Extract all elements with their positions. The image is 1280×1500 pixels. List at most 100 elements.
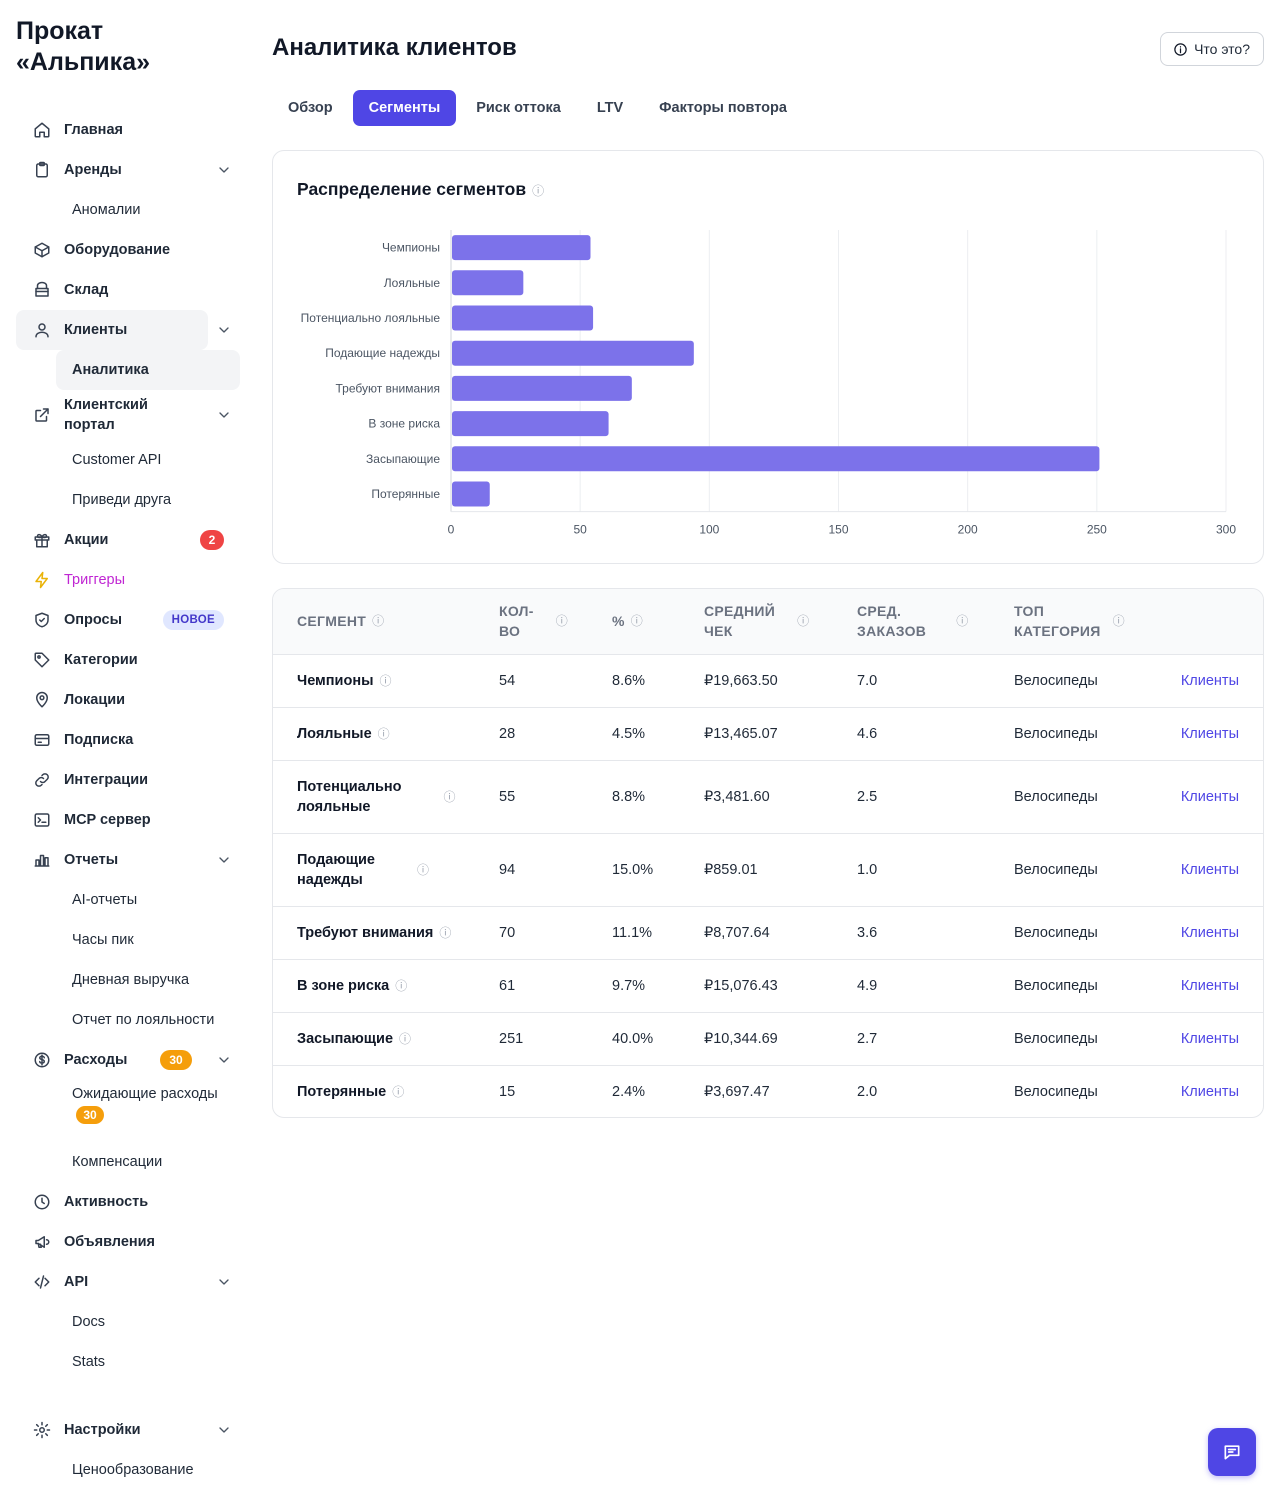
sidebar-item-reports[interactable]: Отчеты [16, 840, 240, 880]
table-row[interactable]: Потерянные ⓘ 15 2.4% ₽3,697.47 2.0 Велосипеды К… [273, 1065, 1263, 1117]
brand-name[interactable]: Прокат «Альпика» [16, 16, 150, 78]
info-icon[interactable]: ⓘ [555, 614, 569, 629]
bar[interactable] [452, 375, 632, 401]
table-row[interactable]: Засыпающие ⓘ 251 40.0% ₽10,344.69 2.7 Велосипе… [273, 1012, 1263, 1066]
sidebar-item-expenses[interactable]: Расходы 30 [16, 1040, 240, 1080]
sidebar-item-rentals[interactable]: Аренды [16, 150, 240, 190]
column-header-top-category[interactable]: ТОП КАТЕГОРИЯ ⓘ [1014, 589, 1154, 655]
clients-link[interactable]: Клиенты [1154, 959, 1263, 1013]
clients-link[interactable]: Клиенты [1154, 906, 1263, 960]
info-icon[interactable]: ⓘ [372, 614, 385, 629]
sidebar-item-locations[interactable]: Локации [16, 680, 240, 720]
clients-link[interactable]: Клиенты [1154, 833, 1263, 907]
sidebar-item-client-portal[interactable]: Клиентский портал [16, 390, 240, 440]
sidebar-item-promos[interactable]: Акции 2 [16, 520, 240, 560]
info-icon[interactable]: ⓘ [377, 727, 390, 741]
sidebar-subitem-customer-api[interactable]: Customer API [72, 452, 162, 468]
sidebar-item-triggers[interactable]: Триггеры [16, 560, 240, 600]
sidebar-subitem-stats[interactable]: Stats [72, 1354, 106, 1370]
home-icon [32, 120, 52, 140]
tab-overview[interactable]: Обзор [288, 100, 333, 116]
sidebar-item-warehouse[interactable]: Склад [16, 270, 240, 310]
info-icon[interactable]: ⓘ [443, 790, 456, 804]
info-icon[interactable]: ⓘ [956, 614, 969, 629]
chat-support-button[interactable] [1208, 1428, 1256, 1476]
sidebar-item-mcp[interactable]: MCP сервер [16, 800, 240, 840]
info-icon[interactable]: ⓘ [439, 926, 452, 940]
sidebar-subitem-pending-expenses[interactable]: Ожидающие расходы 30 [16, 1080, 240, 1142]
cell-count: 61 [499, 959, 612, 1013]
clients-link[interactable]: Клиенты [1154, 760, 1263, 834]
sidebar-subitem-compensations[interactable]: Компенсации [72, 1154, 163, 1170]
help-button[interactable]: Что это? [1160, 32, 1264, 66]
sidebar-subitem-loyalty-report[interactable]: Отчет по лояльности [72, 1012, 215, 1028]
clients-link[interactable]: Клиенты [1154, 654, 1263, 708]
chevron-down-icon[interactable] [216, 1052, 232, 1068]
bar[interactable] [452, 235, 591, 261]
chevron-down-icon[interactable] [216, 322, 232, 338]
sidebar-item-surveys[interactable]: Опросы НОВОЕ [16, 600, 240, 640]
sidebar-subitem-daily-revenue[interactable]: Дневная выручка [72, 972, 190, 988]
column-header-avg-check[interactable]: СРЕДНИЙ ЧЕК ⓘ [704, 589, 857, 655]
tab-repeat-factors[interactable]: Факторы повтора [659, 100, 787, 116]
sidebar-subitem-ai-reports[interactable]: AI-отчеты [72, 892, 138, 908]
info-icon[interactable]: ⓘ [797, 614, 810, 629]
bar[interactable] [452, 340, 694, 366]
info-icon[interactable]: ⓘ [416, 863, 429, 877]
chevron-down-icon[interactable] [216, 1422, 232, 1438]
bar[interactable] [452, 446, 1100, 472]
sidebar-subitem-peak-hours[interactable]: Часы пик [72, 932, 134, 948]
sidebar-subitem-pricing[interactable]: Ценообразование [72, 1462, 194, 1478]
table-row[interactable]: Подающие надежды ⓘ 94 15.0% ₽859.01 1.0 Велосип… [273, 833, 1263, 907]
sidebar-item-clients[interactable]: Клиенты [16, 310, 229, 350]
bar[interactable] [452, 411, 609, 437]
table-row[interactable]: Чемпионы ⓘ 54 8.6% ₽19,663.50 7.0 Велосипеды Кл… [273, 654, 1263, 708]
sidebar-item-settings[interactable]: Настройки [16, 1410, 240, 1450]
chevron-down-icon[interactable] [216, 407, 232, 423]
bar[interactable] [452, 481, 490, 507]
table-row[interactable]: Лояльные ⓘ 28 4.5% ₽13,465.07 4.6 Велосипеды Кл… [273, 707, 1263, 761]
info-icon[interactable]: ⓘ [399, 1032, 412, 1046]
cell-top-category: Велосипеды [1014, 833, 1154, 907]
bar[interactable] [452, 305, 594, 331]
sidebar-subitem-docs[interactable]: Docs [72, 1314, 106, 1330]
sidebar-item-home[interactable]: Главная [16, 110, 240, 150]
table-row[interactable]: Требуют внимания ⓘ 70 11.1% ₽8,707.64 3.6 Вело… [273, 906, 1263, 960]
sidebar-item-equipment[interactable]: Оборудование [16, 230, 240, 270]
sidebar-subitem-referral[interactable]: Приведи друга [72, 492, 172, 508]
sidebar-item-announcements[interactable]: Объявления [16, 1222, 240, 1262]
info-icon[interactable]: ⓘ [395, 979, 408, 993]
column-header-segment[interactable]: СЕГМЕНТ ⓘ [273, 589, 499, 655]
count-header-line-1: КОЛ- [499, 603, 534, 620]
tab-segments[interactable]: Сегменты [352, 90, 457, 126]
info-icon[interactable]: ⓘ [1112, 614, 1125, 629]
table-row[interactable]: В зоне риска ⓘ 61 9.7% ₽15,076.43 4.9 Велосипе… [273, 959, 1263, 1013]
code-icon [32, 1272, 52, 1292]
sidebar-subitem-anomalies[interactable]: Аномалии [72, 202, 141, 218]
bar[interactable] [452, 270, 524, 296]
sidebar-subitem-analytics[interactable]: Аналитика [56, 350, 240, 390]
chevron-down-icon[interactable] [216, 1274, 232, 1290]
tab-churn-risk[interactable]: Риск оттока [476, 100, 561, 116]
column-header-avg-orders[interactable]: СРЕД. ЗАКАЗОВ ⓘ [857, 589, 1014, 655]
table-row[interactable]: Потенциально лояльные ⓘ 55 8.8% ₽3,481.60 2.5 В… [273, 760, 1263, 834]
x-tick-label: 250 [1087, 523, 1107, 537]
sidebar-item-subscription[interactable]: Подписка [16, 720, 240, 760]
info-icon[interactable]: ⓘ [532, 184, 545, 198]
info-icon[interactable]: ⓘ [630, 614, 644, 629]
tab-ltv[interactable]: LTV [596, 100, 624, 116]
sidebar-item-integrations[interactable]: Интеграции [16, 760, 240, 800]
sidebar-item-activity[interactable]: Активность [16, 1182, 240, 1222]
sidebar-item-api[interactable]: API [16, 1262, 240, 1302]
info-icon[interactable]: ⓘ [379, 674, 392, 688]
cell-top-category: Велосипеды [1014, 707, 1154, 761]
clients-link[interactable]: Клиенты [1180, 1083, 1239, 1100]
clients-link[interactable]: Клиенты [1154, 1012, 1263, 1066]
clients-link[interactable]: Клиенты [1154, 707, 1263, 761]
column-header-count[interactable]: КОЛ- ВО ⓘ [499, 589, 612, 655]
sidebar-item-categories[interactable]: Категории [16, 640, 240, 680]
chevron-down-icon[interactable] [216, 852, 232, 868]
info-icon[interactable]: ⓘ [392, 1085, 405, 1100]
column-header-percent[interactable]: % ⓘ [612, 589, 704, 655]
chevron-down-icon[interactable] [216, 162, 232, 178]
